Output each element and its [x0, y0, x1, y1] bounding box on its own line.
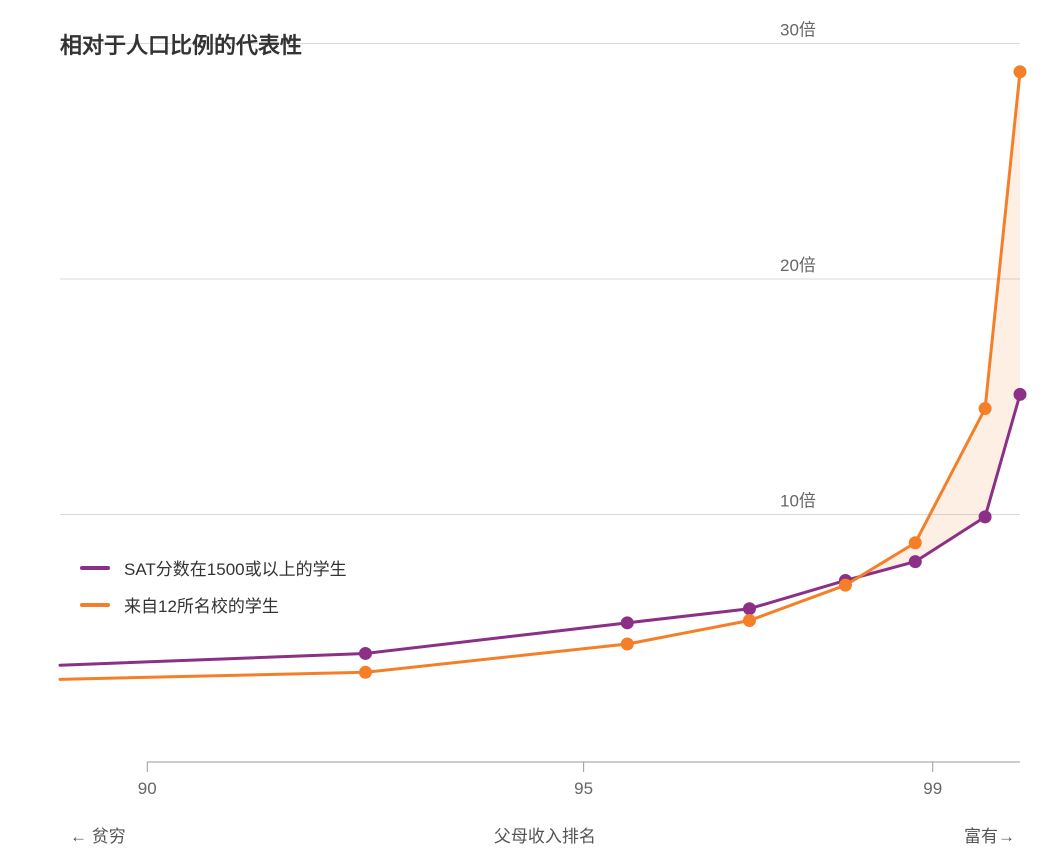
series-marker-top12colleges	[909, 536, 922, 549]
series-marker-top12colleges	[839, 579, 852, 592]
y-tick-label: 20倍	[780, 256, 816, 275]
series-marker-top12colleges	[743, 614, 756, 627]
y-tick-label: 10倍	[780, 492, 816, 511]
series-marker-sat1500	[621, 616, 634, 629]
x-axis-left-anchor: ← 贫穷	[70, 822, 126, 847]
legend: SAT分数在1500或以上的学生来自12所名校的学生	[80, 555, 347, 617]
x-tick-label: 90	[138, 779, 157, 798]
legend-swatch	[80, 603, 110, 607]
series-marker-sat1500	[979, 510, 992, 523]
series-marker-top12colleges	[1014, 65, 1027, 78]
legend-swatch	[80, 566, 110, 570]
chart-svg: 10倍 20倍 30倍 90 95 99	[0, 0, 1050, 861]
x-axis-label: 父母收入排名	[494, 822, 596, 847]
chart-title: 相对于人口比例的代表性	[60, 28, 302, 60]
series-marker-top12colleges	[359, 666, 372, 679]
series-marker-top12colleges	[979, 402, 992, 415]
y-tick-label: 30倍	[780, 21, 816, 40]
x-axis-right-anchor: 富有→	[964, 822, 1015, 847]
chart-container: 相对于人口比例的代表性 10倍 20倍 30倍 90 95 99 SAT分数在1500或以…	[0, 0, 1050, 861]
series-marker-top12colleges	[621, 638, 634, 651]
series-marker-sat1500	[359, 647, 372, 660]
legend-label: 来自12所名校的学生	[124, 592, 279, 617]
legend-label: SAT分数在1500或以上的学生	[124, 555, 347, 580]
legend-item-top12colleges: 来自12所名校的学生	[80, 592, 347, 617]
series-marker-sat1500	[743, 602, 756, 615]
x-tick-label: 99	[923, 779, 942, 798]
legend-item-sat1500: SAT分数在1500或以上的学生	[80, 555, 347, 580]
series-line-sat1500	[60, 394, 1020, 665]
series-marker-sat1500	[1014, 388, 1027, 401]
x-axis-anchor-bar: ← 贫穷 父母收入排名 富有→	[70, 822, 1015, 847]
x-tick-label: 95	[574, 779, 593, 798]
series-marker-sat1500	[909, 555, 922, 568]
